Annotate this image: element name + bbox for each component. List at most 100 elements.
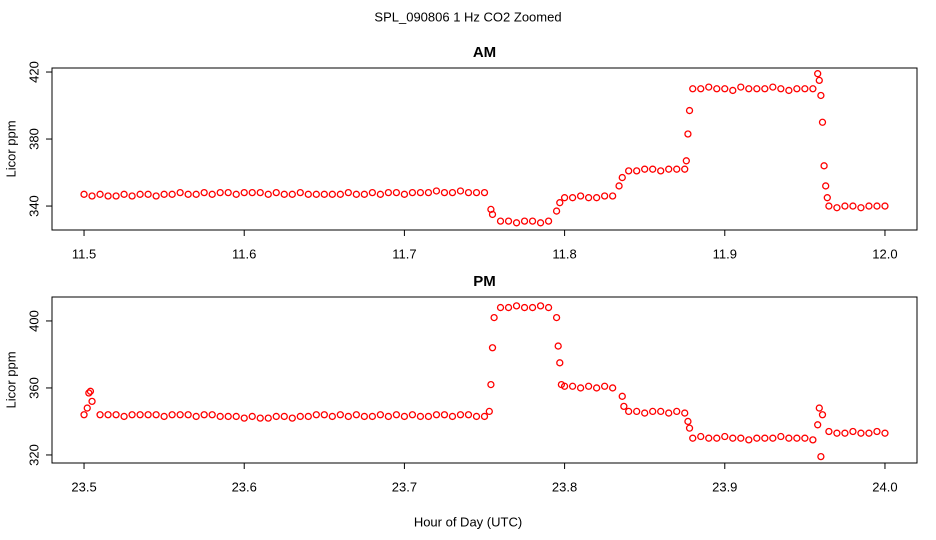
point bbox=[192, 190, 200, 198]
point bbox=[815, 76, 823, 85]
point bbox=[416, 412, 425, 421]
point bbox=[280, 190, 288, 198]
point bbox=[328, 412, 336, 421]
point bbox=[344, 188, 352, 197]
point bbox=[336, 190, 344, 198]
point bbox=[737, 83, 745, 91]
point bbox=[264, 190, 272, 198]
point bbox=[684, 417, 692, 426]
point bbox=[152, 411, 160, 419]
point bbox=[849, 427, 857, 436]
point bbox=[713, 85, 721, 93]
point bbox=[520, 217, 529, 225]
point bbox=[793, 434, 801, 442]
point bbox=[424, 412, 433, 421]
point bbox=[216, 188, 224, 197]
point bbox=[248, 188, 256, 197]
point bbox=[721, 432, 729, 441]
point bbox=[825, 427, 833, 436]
point bbox=[618, 173, 626, 182]
point bbox=[487, 380, 495, 389]
point bbox=[608, 384, 617, 392]
point bbox=[568, 194, 577, 202]
point bbox=[384, 188, 393, 197]
point bbox=[485, 407, 493, 416]
point bbox=[657, 407, 665, 416]
point bbox=[344, 412, 352, 421]
point bbox=[544, 303, 553, 312]
point bbox=[200, 188, 208, 197]
point bbox=[144, 190, 152, 198]
point bbox=[304, 190, 312, 198]
point bbox=[841, 429, 849, 437]
point bbox=[464, 411, 473, 419]
point bbox=[288, 414, 296, 422]
point bbox=[128, 192, 136, 200]
point bbox=[625, 167, 633, 175]
point bbox=[352, 411, 361, 419]
point bbox=[536, 219, 545, 227]
point bbox=[88, 192, 96, 200]
point bbox=[496, 303, 505, 312]
point bbox=[416, 188, 425, 197]
point bbox=[833, 429, 841, 437]
panel-title: PM bbox=[473, 273, 496, 290]
point bbox=[168, 411, 176, 419]
point bbox=[256, 414, 264, 422]
y-axis-label: Licor ppm bbox=[3, 351, 18, 408]
point bbox=[633, 407, 641, 416]
point bbox=[112, 192, 120, 200]
x-tick-label: 11.9 bbox=[713, 246, 737, 261]
point bbox=[136, 411, 144, 419]
point bbox=[873, 202, 881, 210]
point bbox=[881, 202, 889, 210]
point bbox=[600, 382, 609, 390]
point bbox=[528, 217, 537, 225]
point bbox=[480, 188, 489, 197]
point bbox=[801, 85, 809, 93]
point bbox=[312, 411, 320, 419]
point bbox=[673, 165, 681, 173]
point bbox=[833, 204, 841, 212]
point bbox=[472, 188, 481, 197]
point bbox=[820, 162, 828, 170]
point bbox=[793, 85, 801, 93]
point bbox=[448, 188, 457, 197]
point bbox=[240, 414, 248, 422]
point bbox=[200, 411, 208, 419]
point bbox=[552, 313, 561, 322]
point bbox=[160, 190, 168, 198]
point bbox=[384, 412, 393, 421]
point bbox=[785, 86, 793, 95]
point bbox=[512, 302, 521, 310]
point bbox=[809, 85, 817, 93]
point bbox=[857, 204, 865, 212]
point bbox=[737, 434, 745, 442]
point bbox=[432, 187, 441, 195]
point bbox=[80, 190, 88, 198]
point bbox=[745, 85, 753, 93]
x-tick-label: 23.6 bbox=[232, 479, 257, 494]
point bbox=[777, 85, 785, 93]
point bbox=[615, 182, 623, 190]
point bbox=[684, 130, 692, 138]
point bbox=[272, 412, 280, 421]
point bbox=[272, 188, 280, 197]
point bbox=[761, 85, 769, 93]
point bbox=[689, 85, 697, 93]
point bbox=[432, 411, 441, 419]
point bbox=[761, 434, 769, 442]
point bbox=[104, 411, 112, 419]
point bbox=[408, 411, 417, 419]
point bbox=[584, 382, 593, 390]
point bbox=[556, 359, 564, 367]
point bbox=[256, 188, 264, 197]
point bbox=[705, 83, 713, 91]
point bbox=[818, 118, 827, 126]
point bbox=[504, 303, 513, 312]
point bbox=[729, 434, 737, 442]
x-tick-label: 11.7 bbox=[392, 246, 416, 261]
point bbox=[576, 384, 585, 392]
point bbox=[729, 86, 737, 95]
point bbox=[360, 190, 369, 198]
